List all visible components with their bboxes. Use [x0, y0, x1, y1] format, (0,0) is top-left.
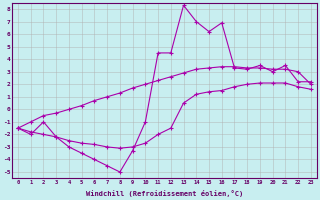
X-axis label: Windchill (Refroidissement éolien,°C): Windchill (Refroidissement éolien,°C)	[86, 190, 243, 197]
